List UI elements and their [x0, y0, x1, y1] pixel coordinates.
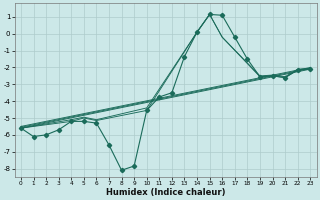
X-axis label: Humidex (Indice chaleur): Humidex (Indice chaleur)	[106, 188, 225, 197]
